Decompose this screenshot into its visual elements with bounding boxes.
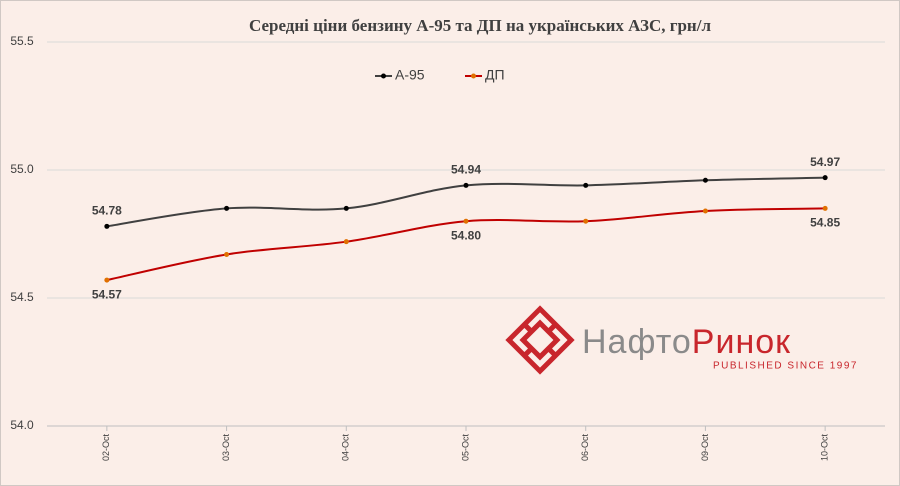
point bbox=[343, 205, 349, 211]
data-label: 54.78 bbox=[92, 203, 122, 217]
point bbox=[822, 205, 828, 211]
point bbox=[343, 239, 349, 245]
point bbox=[583, 182, 589, 188]
x-tick-label: 02-Oct bbox=[101, 434, 111, 462]
x-tick-label: 04-Oct bbox=[341, 434, 351, 462]
point bbox=[822, 175, 828, 181]
legend-label: А-95 bbox=[395, 67, 425, 83]
x-tick-label: 05-Oct bbox=[460, 434, 470, 462]
point bbox=[702, 208, 708, 214]
data-label: 54.97 bbox=[810, 155, 840, 169]
point bbox=[702, 177, 708, 183]
logo-text: НафтоРинок bbox=[582, 323, 791, 361]
y-tick-label: 54.5 bbox=[10, 290, 34, 304]
point bbox=[224, 251, 230, 257]
point bbox=[104, 277, 110, 283]
x-tick-label: 03-Oct bbox=[221, 434, 231, 462]
point bbox=[463, 218, 469, 224]
x-tick-label: 06-Oct bbox=[580, 434, 590, 462]
y-tick-label: 55.5 bbox=[10, 34, 34, 48]
x-tick-label: 10-Oct bbox=[820, 434, 830, 462]
point bbox=[583, 218, 589, 224]
y-tick-label: 55.0 bbox=[10, 162, 34, 176]
point bbox=[104, 223, 110, 229]
logo-tagline: PUBLISHED SINCE 1997 bbox=[713, 361, 858, 372]
legend-marker bbox=[471, 73, 476, 79]
data-label: 54.85 bbox=[810, 216, 840, 230]
data-label: 54.57 bbox=[92, 287, 122, 301]
x-tick-label: 09-Oct bbox=[700, 434, 710, 462]
data-label: 54.80 bbox=[451, 228, 481, 242]
point bbox=[224, 205, 230, 211]
legend-marker bbox=[381, 73, 386, 79]
legend-label: ДП bbox=[485, 67, 505, 83]
point bbox=[463, 182, 469, 188]
y-tick-label: 54.0 bbox=[10, 418, 34, 432]
logo: НафтоРинок PUBLISHED SINCE 1997 bbox=[505, 305, 858, 375]
data-label: 54.94 bbox=[451, 163, 481, 177]
chart-title: Середні ціни бензину А-95 та ДП на украї… bbox=[249, 16, 711, 35]
